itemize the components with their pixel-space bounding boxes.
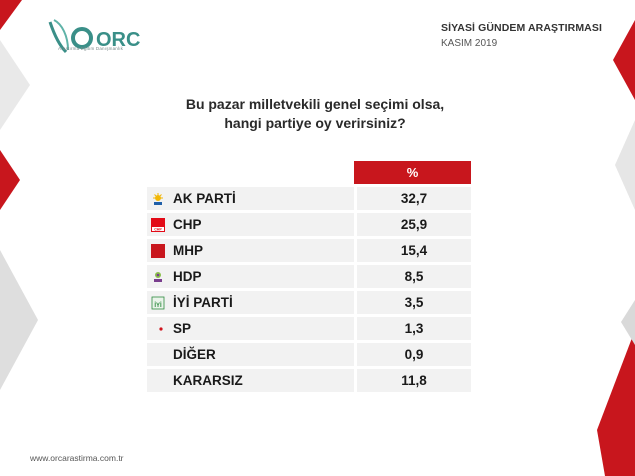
table-row: KARARSIZ 11,8 xyxy=(147,369,471,392)
party-name: HDP xyxy=(173,269,202,284)
report-header: SİYASİ GÜNDEM ARAŞTIRMASI KASIM 2019 xyxy=(441,22,611,49)
table-header: % xyxy=(147,161,471,184)
party-cell: DİĞER xyxy=(147,343,354,366)
svg-text:İYİ: İYİ xyxy=(154,302,162,309)
mhp-logo-icon xyxy=(147,239,169,262)
party-name: CHP xyxy=(173,217,202,232)
party-percentage: 25,9 xyxy=(357,213,471,236)
table-row: AK PARTİ 32,7 xyxy=(147,187,471,210)
party-percentage: 8,5 xyxy=(357,265,471,288)
logo-wordmark: ORC xyxy=(96,29,140,51)
left-decoration xyxy=(0,0,38,390)
party-percentage: 32,7 xyxy=(357,187,471,210)
report-title: SİYASİ GÜNDEM ARAŞTIRMASI xyxy=(441,22,602,34)
party-cell: MHP xyxy=(147,239,354,262)
results-table: % AK PARTİ 32,7 CHP CHP 25,9 MHP 15,4 HDP 8,5 İYİ… xyxy=(147,161,471,395)
party-cell: KARARSIZ xyxy=(147,369,354,392)
akp-logo-icon xyxy=(147,187,169,210)
party-percentage: 3,5 xyxy=(357,291,471,314)
party-cell: İYİ İYİ PARTİ xyxy=(147,291,354,314)
sp-logo-icon xyxy=(147,317,169,340)
party-name: KARARSIZ xyxy=(173,373,243,388)
chp-logo-icon: CHP xyxy=(147,213,169,236)
table-row: HDP 8,5 xyxy=(147,265,471,288)
party-percentage: 0,9 xyxy=(357,343,471,366)
website-url: www.orcarastirma.com.tr xyxy=(30,453,124,463)
party-name: MHP xyxy=(173,243,203,258)
party-name: AK PARTİ xyxy=(173,191,236,206)
party-percentage: 15,4 xyxy=(357,239,471,262)
percent-column-header: % xyxy=(354,161,471,184)
report-date: KASIM 2019 xyxy=(441,38,498,49)
hdp-logo-icon xyxy=(147,265,169,288)
logo-tagline: Araştırma Eğitim Danışmanlık xyxy=(58,46,124,51)
question-line-2: hangi partiye oy verirsiniz? xyxy=(224,115,406,131)
party-name: İYİ PARTİ xyxy=(173,295,233,310)
table-body: AK PARTİ 32,7 CHP CHP 25,9 MHP 15,4 HDP 8,5 İYİ İY… xyxy=(147,187,471,392)
question-line-1: Bu pazar milletvekili genel seçimi olsa, xyxy=(185,96,445,112)
party-cell: SP xyxy=(147,317,354,340)
party-cell: AK PARTİ xyxy=(147,187,354,210)
table-row: İYİ İYİ PARTİ 3,5 xyxy=(147,291,471,314)
empty-icon-slot xyxy=(147,369,169,392)
party-name: DİĞER xyxy=(173,347,216,362)
party-cell: CHP CHP xyxy=(147,213,354,236)
party-percentage: 1,3 xyxy=(357,317,471,340)
table-row: MHP 15,4 xyxy=(147,239,471,262)
right-decoration xyxy=(597,20,635,476)
iyi-logo-icon: İYİ xyxy=(147,291,169,314)
table-row: SP 1,3 xyxy=(147,317,471,340)
party-name: SP xyxy=(173,321,192,336)
table-row: CHP CHP 25,9 xyxy=(147,213,471,236)
party-cell: HDP xyxy=(147,265,354,288)
svg-text:CHP: CHP xyxy=(154,227,162,231)
orc-logo: ORC xyxy=(42,10,152,62)
party-percentage: 11,8 xyxy=(357,369,471,392)
orc-logo-icon: ORC xyxy=(48,19,140,54)
table-row: DİĞER 0,9 xyxy=(147,343,471,366)
survey-question: Bu pazar milletvekili genel seçimi olsa,… xyxy=(150,95,480,133)
empty-icon-slot xyxy=(147,343,169,366)
